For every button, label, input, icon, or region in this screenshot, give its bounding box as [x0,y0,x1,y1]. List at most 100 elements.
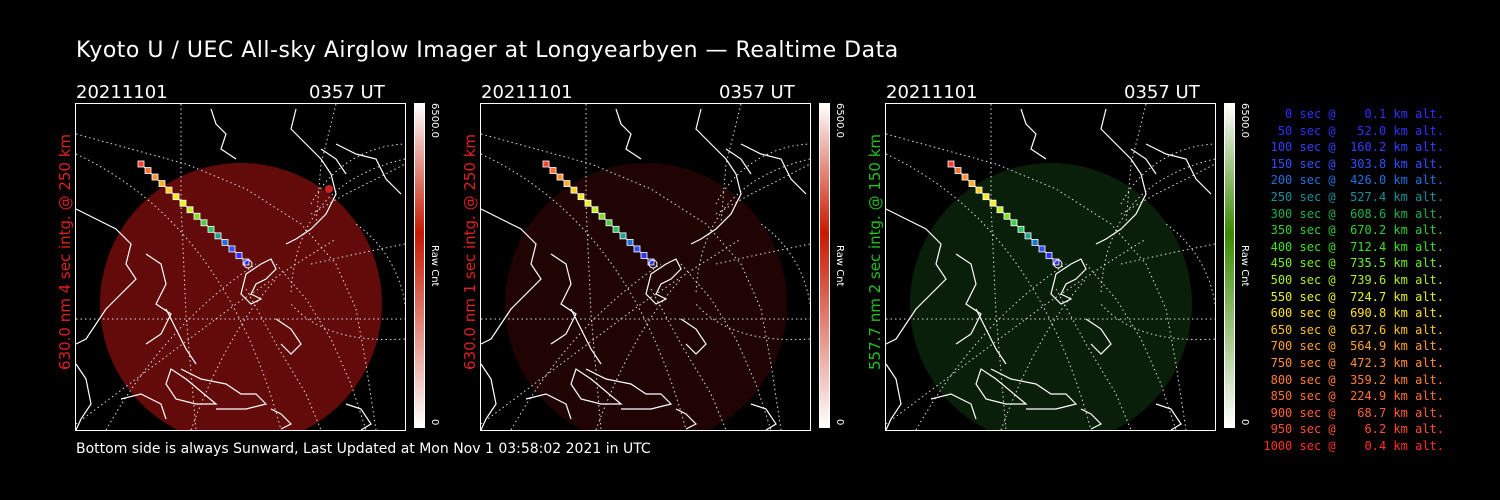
graticule-line [695,303,810,341]
coastline [550,253,577,345]
legend-entry: 800 sec @ 359.2 km alt. [1263,372,1444,387]
track-marker [1045,252,1053,259]
graticule-line [715,163,810,215]
coastline [76,363,92,430]
graticule-line [310,163,405,215]
track-marker [186,206,194,214]
track-marker [137,160,145,168]
panel-1-time: 0357 UT [309,82,385,103]
legend-entry: 950 sec @ 6.2 km alt. [1263,422,1444,437]
graticule-line [310,243,405,265]
graticule-line [481,133,782,430]
coastline [886,363,902,430]
track-marker [179,199,187,207]
graticule-line [650,288,727,430]
track-marker [1024,232,1032,240]
coastline [525,393,572,420]
coastline [180,368,268,410]
coastline [690,108,742,245]
track-marker [989,199,997,207]
track-marker [221,238,229,246]
coastline [955,253,982,345]
track-marker [605,219,613,227]
legend-entry: 700 sec @ 564.9 km alt. [1263,339,1444,354]
track-marker [619,232,627,240]
coastline [615,108,642,160]
airglow-sky-disk [910,163,1192,430]
coastline [165,308,197,365]
track-marker [626,238,634,246]
panel-2-cbar-unit: Raw Cnt [834,245,845,287]
legend-entry: 350 sec @ 670.2 km alt. [1263,223,1444,238]
legend-entry: 400 sec @ 712.4 km alt. [1263,239,1444,254]
panel-3-time: 0357 UT [1124,82,1200,103]
graticule-line [105,263,257,430]
coastline [210,108,237,160]
track-marker [612,225,620,233]
track-line [545,163,652,263]
track-marker [975,186,983,194]
track-marker [542,160,550,168]
coastline [725,148,752,175]
track-line [140,163,247,263]
panel-2-map-svg [481,104,810,430]
coastline [285,108,337,245]
panel-1-colorbar [414,103,425,428]
panel-1-date: 20211101 [76,82,168,103]
coastline [740,143,807,195]
graticule-line [1085,263,1177,430]
coastline [1130,148,1157,175]
graticule-line [715,243,810,265]
graticule-line [680,263,772,430]
track-marker [598,212,606,220]
graticule-line [1120,163,1215,215]
track-marker [633,245,641,253]
graticule-line [245,288,322,430]
coastline [750,403,777,430]
legend-entry: 150 sec @ 303.8 km alt. [1263,156,1444,171]
panel-3-cbar-max: 6500.0 [1239,103,1250,138]
coastline [930,393,977,420]
panel-2-colorbar [819,103,830,428]
track-marker [193,212,201,220]
legend-entry: 750 sec @ 472.3 km alt. [1263,355,1444,370]
coastline [975,308,1007,365]
panel-3-colorbar [1224,103,1235,428]
legend-entry: 50 sec @ 52.0 km alt. [1263,123,1444,138]
coastline [275,318,302,355]
graticule-line [355,223,405,305]
track-marker [549,167,557,174]
coastline [645,258,682,305]
track-line [950,163,1057,263]
legend-entry: 450 sec @ 735.5 km alt. [1263,256,1444,271]
coastline [481,363,497,430]
track-marker [577,193,585,201]
panel-3-map [885,103,1216,431]
track-marker [961,173,969,181]
coastline [120,393,167,420]
coastline [240,258,277,305]
panel-2-time: 0357 UT [719,82,795,103]
coastline [1155,403,1182,430]
track-marker [242,258,250,266]
track-marker [982,193,990,201]
track-marker [1031,238,1039,246]
panel-3-date: 20211101 [886,82,978,103]
track-marker [228,245,236,253]
graticule-line [1100,158,1215,295]
graticule-line [1100,303,1215,341]
graticule-line [310,143,405,205]
track-marker [591,206,599,214]
coastline [585,368,673,410]
panel-2-date: 20211101 [481,82,573,103]
coastline [570,368,623,405]
track-marker [1038,245,1046,253]
panel-2-side-label: 630.0 nm 1 sec intg. @ 250 km [461,133,479,370]
legend-entry: 900 sec @ 68.7 km alt. [1263,405,1444,420]
panel-3-cbar-min: 0 [1239,419,1250,426]
graticule-line [1165,223,1215,305]
track-marker [647,258,655,266]
legend-entry: 200 sec @ 426.0 km alt. [1263,173,1444,188]
track-marker [235,252,243,259]
track-marker [172,193,180,201]
